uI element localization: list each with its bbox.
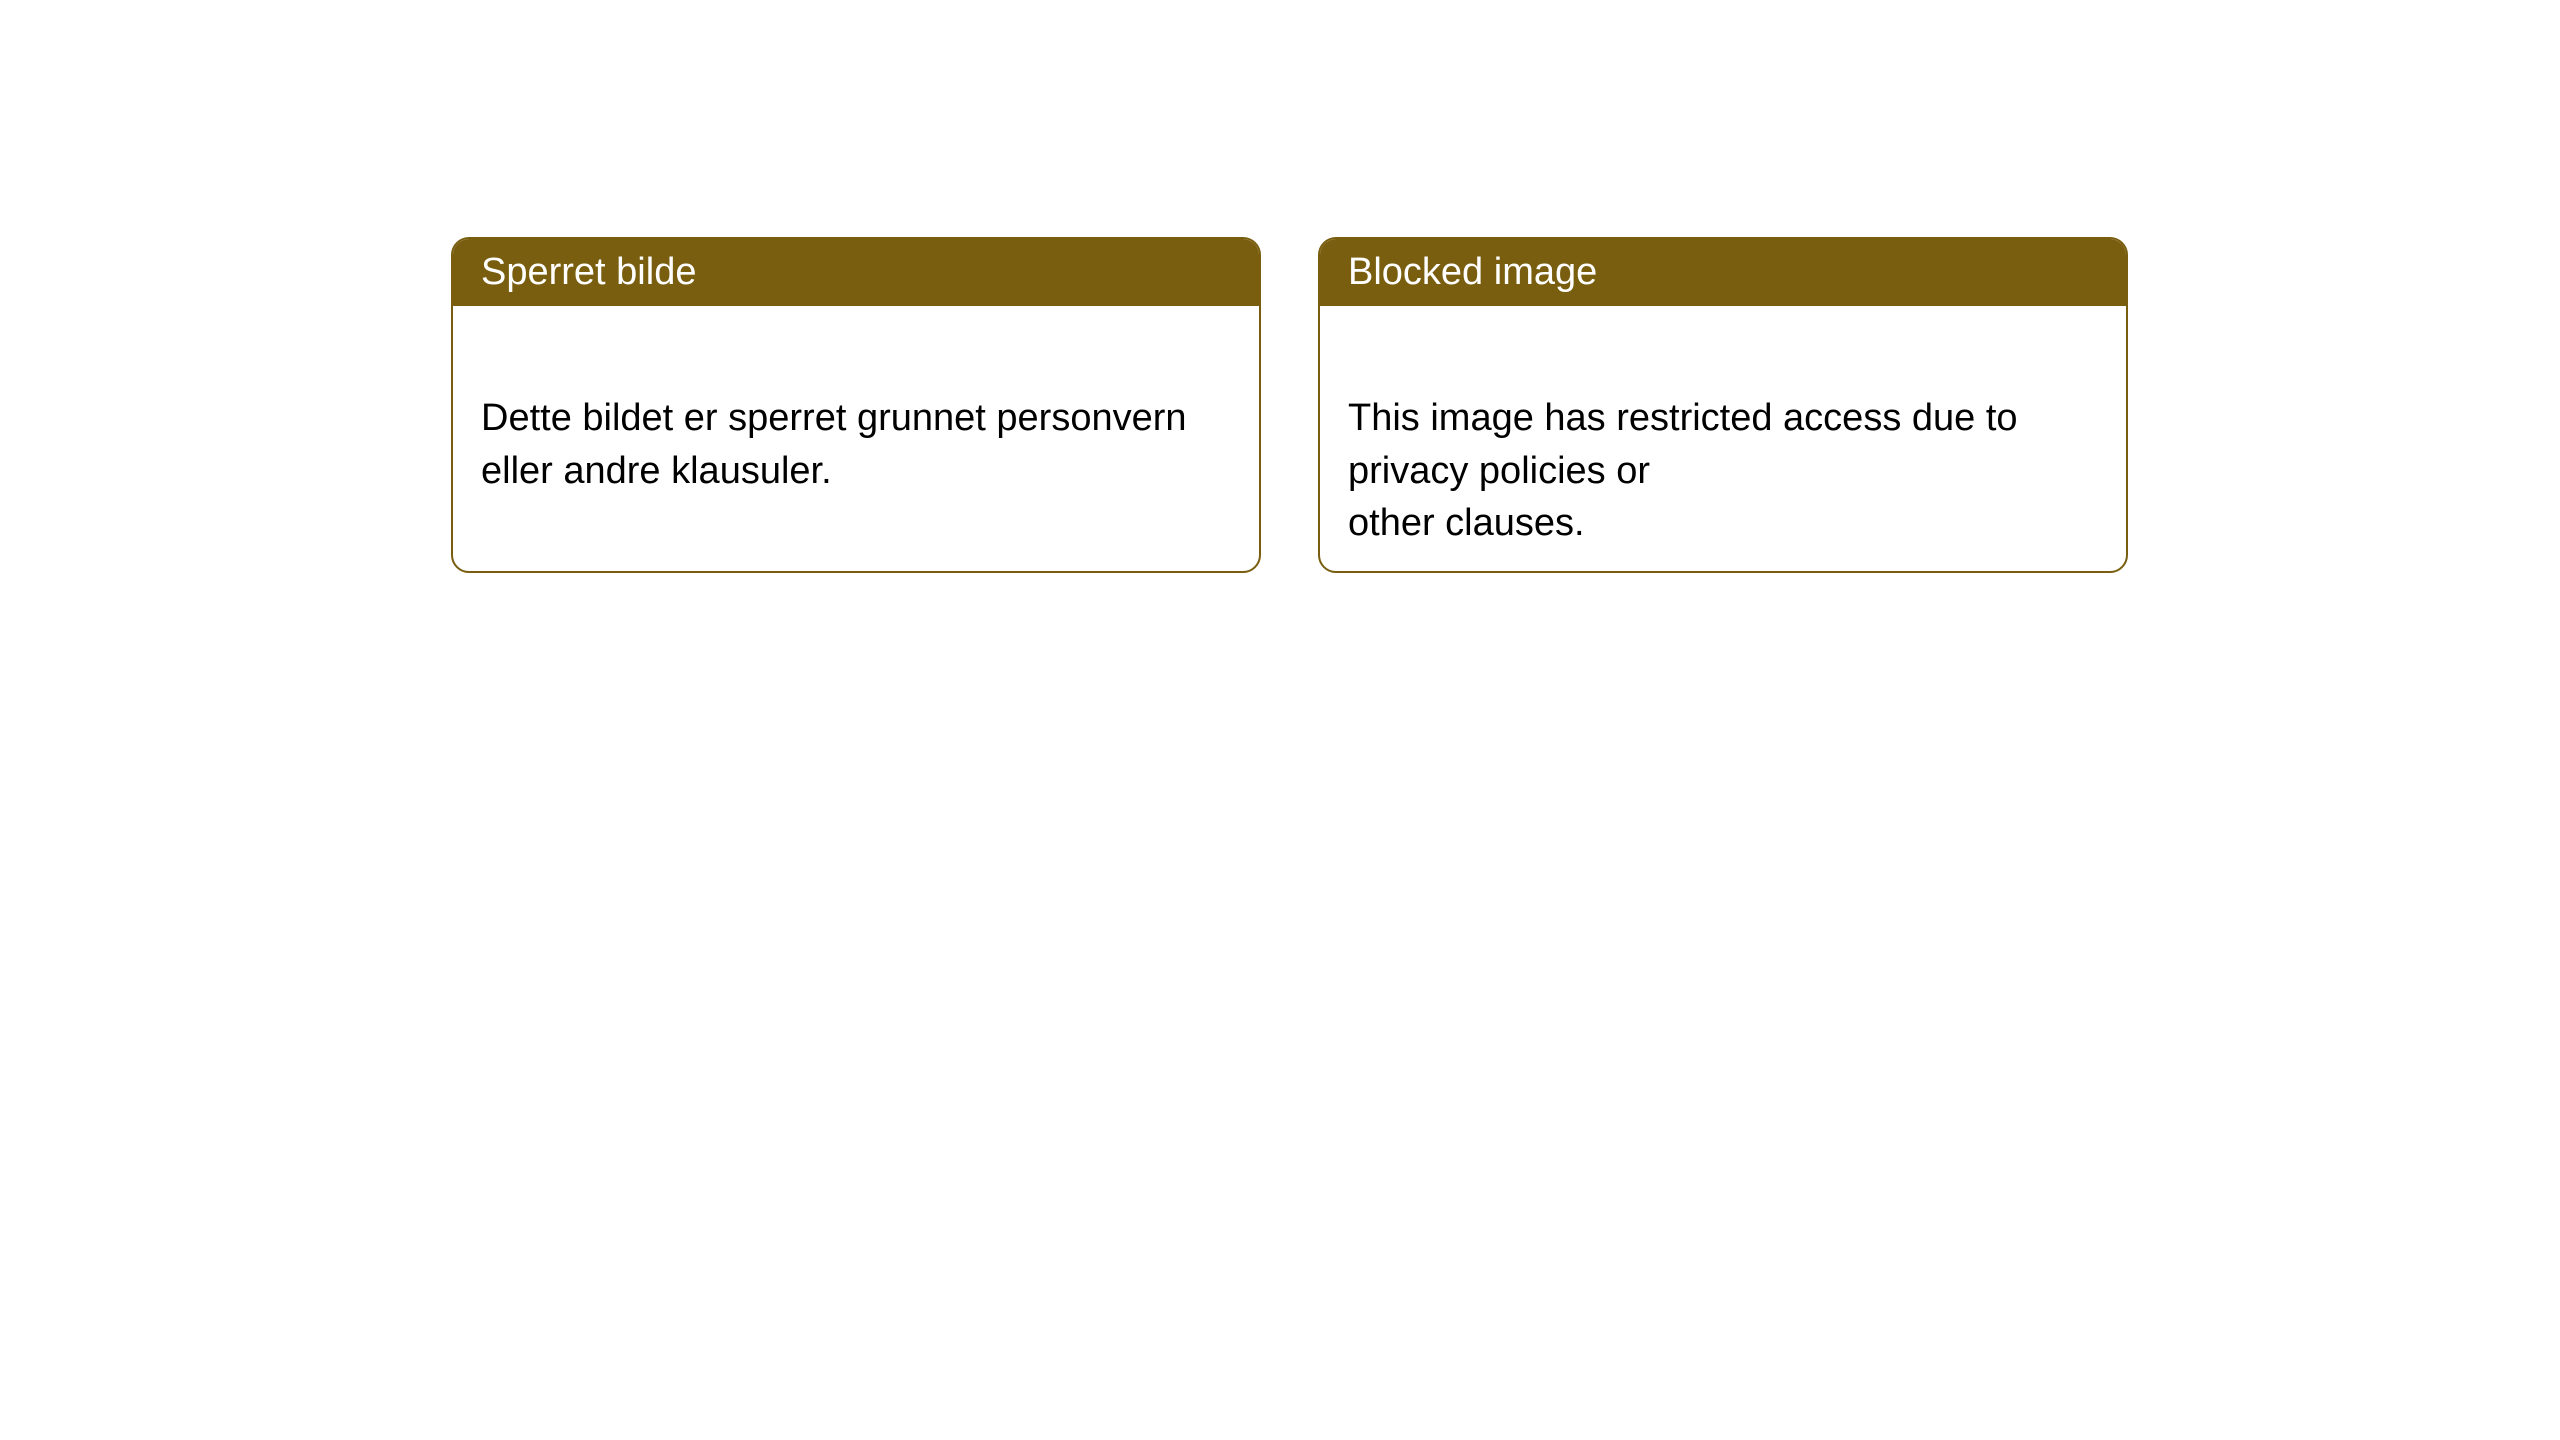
notice-text: This image has restricted access due to …	[1348, 397, 2018, 544]
notice-header-english: Blocked image	[1320, 239, 2126, 306]
notice-container: Sperret bilde Dette bildet er sperret gr…	[0, 0, 2560, 573]
notice-title: Sperret bilde	[481, 251, 696, 293]
notice-body-norwegian: Dette bildet er sperret grunnet personve…	[453, 306, 1259, 531]
notice-text: Dette bildet er sperret grunnet personve…	[481, 397, 1187, 491]
notice-header-norwegian: Sperret bilde	[453, 239, 1259, 306]
notice-body-english: This image has restricted access due to …	[1320, 306, 2126, 573]
blocked-image-notice-english: Blocked image This image has restricted …	[1318, 237, 2128, 573]
notice-title: Blocked image	[1348, 251, 1597, 293]
blocked-image-notice-norwegian: Sperret bilde Dette bildet er sperret gr…	[451, 237, 1261, 573]
